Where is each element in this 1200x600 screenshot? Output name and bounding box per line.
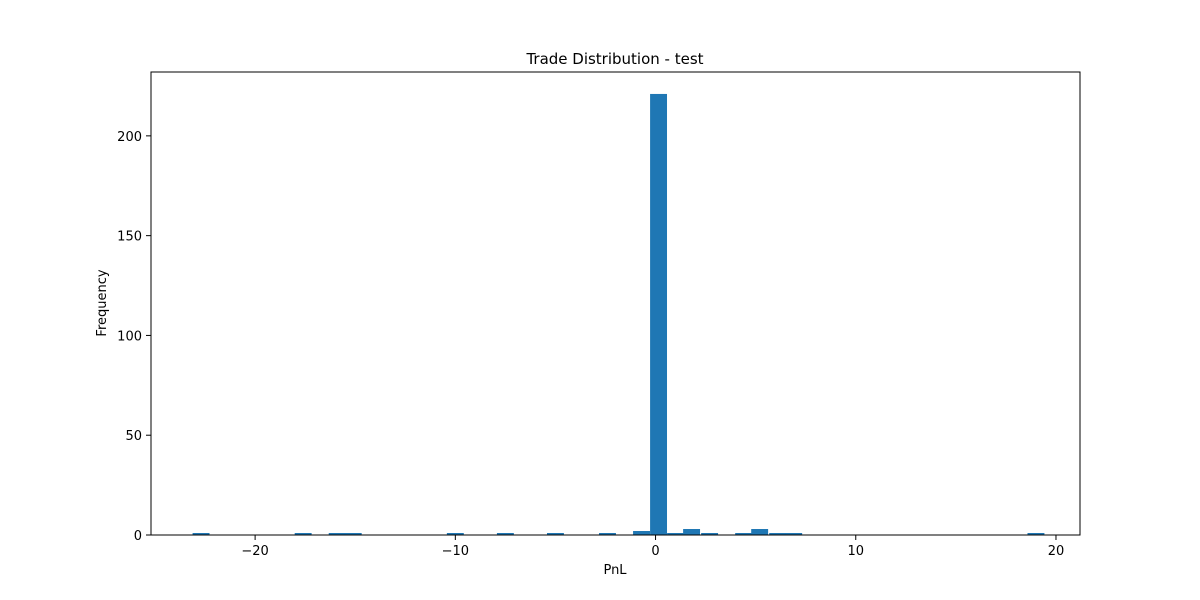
histogram-bar <box>294 533 312 535</box>
x-tick-label: −10 <box>442 544 469 559</box>
chart-title: Trade Distribution - test <box>525 50 703 68</box>
histogram-bar <box>650 93 668 535</box>
histogram-bar <box>769 533 787 535</box>
x-tick-label: −20 <box>241 544 268 559</box>
histogram-bar <box>701 533 719 535</box>
x-axis: −20 −10 0 10 20 <box>241 535 1064 559</box>
histogram-bar <box>344 533 362 535</box>
bars-group <box>192 93 1045 535</box>
x-axis-label: PnL <box>603 563 627 578</box>
histogram-bar <box>496 533 514 535</box>
histogram-bar <box>633 531 650 535</box>
y-tick-label: 100 <box>117 329 142 344</box>
x-tick-label: 0 <box>651 544 659 559</box>
histogram-bar <box>546 533 564 535</box>
histogram-bar <box>785 533 803 535</box>
y-axis-label: Frequency <box>95 269 110 336</box>
y-tick-label: 200 <box>117 130 142 145</box>
plot-frame <box>150 71 1081 536</box>
y-tick-label: 50 <box>125 429 142 444</box>
x-tick-label: 10 <box>847 544 864 559</box>
histogram-bar <box>735 533 753 535</box>
x-tick-label: 20 <box>1048 544 1065 559</box>
histogram-bar <box>683 529 701 535</box>
y-axis: 0 50 100 150 200 <box>117 130 151 544</box>
histogram-bar <box>328 533 346 535</box>
histogram-bar <box>192 533 210 535</box>
histogram-bar <box>751 529 769 535</box>
y-tick-label: 150 <box>117 230 142 245</box>
histogram-bar <box>1027 533 1045 535</box>
y-tick-label: 0 <box>134 529 142 544</box>
histogram-bar <box>599 533 616 535</box>
histogram-bar <box>667 533 685 535</box>
histogram-bar <box>446 533 464 535</box>
